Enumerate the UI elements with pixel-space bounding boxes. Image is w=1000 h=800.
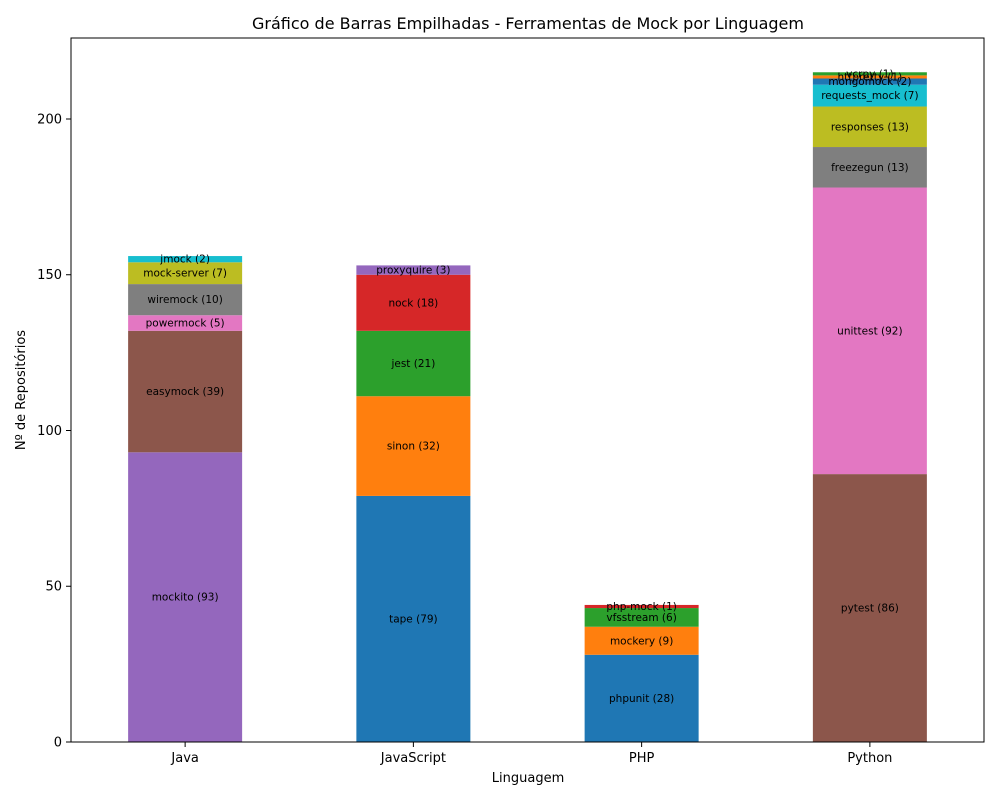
x-tick-label: Python — [847, 751, 892, 766]
bar-segment — [812, 147, 927, 188]
segment-label: easymock (39) — [146, 386, 224, 398]
segment-label: phpunit (28) — [609, 693, 674, 705]
segment-label: proxyquire (3) — [376, 265, 450, 277]
y-tick-label: 150 — [37, 268, 62, 283]
x-tick-label: PHP — [629, 751, 655, 766]
x-axis-label: Linguagem — [492, 771, 564, 786]
bar-segment — [812, 84, 927, 107]
segment-label: unittest (92) — [837, 325, 902, 337]
segment-label: pytest (86) — [841, 603, 899, 615]
segment-label: requests_mock (7) — [821, 90, 918, 102]
bar-segment — [812, 72, 927, 76]
segment-label: nock (18) — [388, 297, 438, 309]
segment-label: powermock (5) — [146, 318, 225, 330]
y-axis: 0 50 100 150 200 — [37, 112, 71, 751]
segment-label: php-mock (1) — [606, 601, 677, 613]
bar-segment — [356, 396, 471, 496]
plot-frame — [70, 37, 985, 743]
y-axis-label: Nº de Repositórios — [14, 330, 29, 450]
chart-title: Gráfico de Barras Empilhadas - Ferrament… — [252, 14, 804, 33]
segment-label: jest (21) — [390, 358, 435, 370]
segment-label: freezegun (13) — [831, 162, 909, 174]
bar-segment — [128, 330, 243, 453]
segment-label: mockery (9) — [610, 635, 673, 647]
bar-segment — [812, 474, 927, 742]
bar-segment — [584, 608, 699, 627]
bar-segment — [356, 274, 471, 331]
bar-segment — [356, 495, 471, 742]
bar-segment — [128, 256, 243, 263]
bar-segment — [128, 452, 243, 742]
bar-segment — [356, 265, 471, 275]
y-tick-label: 0 — [54, 736, 62, 751]
bar-segment — [812, 106, 927, 148]
bar-segment — [356, 330, 471, 397]
bar-segment — [812, 78, 927, 85]
y-tick-label: 50 — [45, 580, 62, 595]
segment-label: tape (79) — [389, 613, 438, 625]
y-tick-label: 100 — [37, 424, 62, 439]
segment-label: vcrpy (1) — [846, 68, 893, 80]
segment-label: wiremock (10) — [147, 294, 222, 306]
bars-group — [128, 72, 927, 742]
x-tick-label: Java — [170, 751, 198, 766]
bar-segment — [812, 75, 927, 79]
bar-segment — [584, 604, 699, 609]
segment-label: sinon (32) — [387, 441, 440, 453]
bar-segment — [128, 262, 243, 285]
bar-segment — [812, 187, 927, 475]
segment-label: mock-server (7) — [143, 268, 227, 280]
segment-label: responses (13) — [831, 121, 909, 133]
segment-label: vfsstream (6) — [606, 612, 676, 624]
segment-label: mockito (93) — [152, 592, 219, 604]
segment-label: mongomock (2) — [828, 76, 911, 88]
bar-segment — [128, 284, 243, 316]
segment-labels-group: mockito (93) easymock (39) powermock (5) wi… — [143, 68, 918, 705]
bar-segment — [584, 654, 699, 742]
x-axis: Java JavaScript PHP Python — [170, 742, 892, 766]
bar-segment — [584, 626, 699, 655]
y-tick-label: 200 — [37, 112, 62, 127]
x-tick-label: JavaScript — [380, 751, 446, 766]
bar-segment — [128, 315, 243, 331]
segment-label: jmock (2) — [159, 254, 210, 266]
segment-label: httpretty (1) — [837, 71, 902, 83]
